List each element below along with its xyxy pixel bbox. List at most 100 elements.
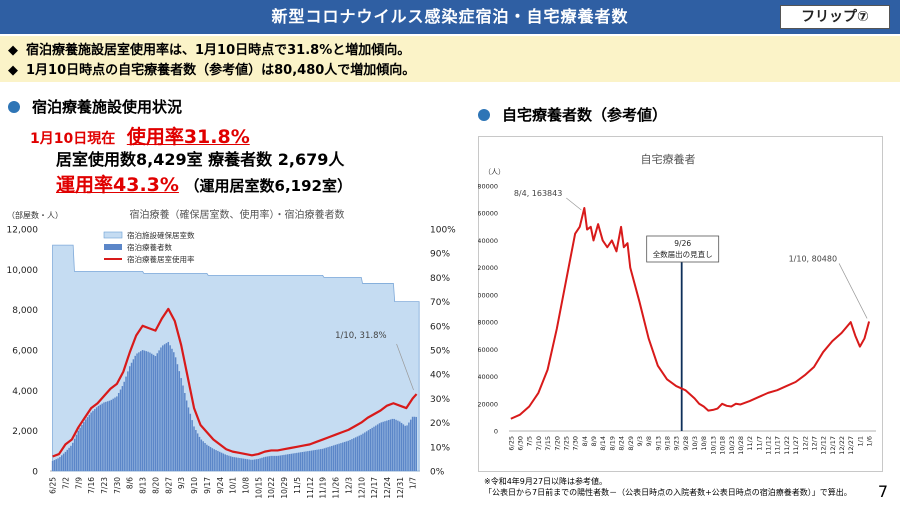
patient-bar	[105, 401, 107, 471]
patient-bar	[178, 371, 181, 471]
patient-bar	[211, 448, 214, 471]
patient-bar	[128, 366, 131, 471]
x-tick-label: 10/18	[719, 436, 727, 455]
operation-note: （運用居室数6,192室）	[184, 177, 352, 195]
home-treatment-chart: 自宅療養者 （人） 0 20000 40000 60000 80000 100000 120…	[478, 152, 876, 455]
patient-bar	[222, 453, 225, 471]
patient-bar	[244, 458, 247, 471]
footnote-line-1: ※令和4年9月27日以降は参考値。	[484, 477, 608, 486]
annotation-leader	[566, 197, 582, 211]
x-tick-label: 8/29	[627, 436, 635, 451]
y-axis-label: （人）	[484, 168, 505, 176]
patient-bar	[106, 401, 109, 471]
y-tick-label: 0	[494, 428, 498, 436]
patient-bar	[376, 424, 379, 471]
y2-tick-label: 50%	[430, 347, 450, 357]
x-tick-label: 8/24	[618, 436, 626, 451]
y-tick-label: 120000	[478, 264, 498, 272]
right-section-title: 自宅療養者数（参考値）	[478, 104, 667, 125]
patient-bar	[274, 455, 276, 471]
patient-bar	[195, 429, 197, 471]
patient-bar	[53, 460, 56, 471]
patient-bar	[134, 355, 136, 471]
patient-bar	[162, 345, 164, 471]
patient-bar	[290, 453, 293, 471]
patient-bar	[323, 448, 326, 471]
patient-bar	[154, 356, 157, 471]
y-tick-label: 4,000	[12, 387, 38, 397]
y-tick-label: 6,000	[12, 347, 38, 357]
x-tick-label: 8/13	[139, 477, 148, 494]
x-tick-label: 12/2	[801, 436, 809, 451]
home-treatment-chart-frame	[478, 136, 883, 472]
patient-bar	[338, 443, 340, 471]
patient-bar	[68, 447, 70, 471]
x-tick-label: 11/17	[774, 436, 782, 455]
patient-bar	[266, 456, 269, 471]
y2-tick-label: 40%	[430, 371, 450, 381]
x-tick-label: 12/12	[820, 436, 828, 455]
patient-bar	[259, 458, 261, 471]
patient-bar	[152, 354, 155, 471]
annotation-leader	[396, 343, 414, 391]
patient-bar	[292, 453, 294, 471]
usage-rate-line	[52, 307, 418, 458]
patient-bar	[340, 443, 342, 471]
patient-bar	[141, 350, 144, 471]
patient-bar	[395, 419, 397, 471]
patient-bar	[81, 424, 83, 471]
patient-bar	[327, 447, 329, 471]
y2-tick-label: 80%	[430, 274, 450, 284]
section-title-text: 宿泊療養施設使用状況	[32, 98, 183, 116]
x-tick-label: 10/8	[700, 436, 708, 451]
x-tick-label: 7/9	[74, 477, 83, 489]
page-title: 新型コロナウイルス感染症宿泊・自宅療養者数	[271, 7, 629, 26]
patient-bar	[387, 420, 390, 471]
bullet-text: 1月10日時点の自宅療養者数（参考値）は80,480人で増加傾向。	[26, 63, 416, 78]
y-tick-label: 40000	[478, 373, 498, 381]
patient-bar	[209, 447, 212, 471]
patient-bar	[380, 422, 383, 471]
y2-tick-label: 70%	[430, 298, 450, 308]
patient-bar	[138, 352, 140, 471]
patient-bar	[354, 437, 357, 471]
patient-bar	[402, 424, 405, 471]
x-tick-label: 8/9	[590, 436, 598, 446]
patient-bar	[59, 457, 61, 471]
patient-bar	[373, 426, 375, 471]
x-tick-label: 7/16	[87, 477, 96, 494]
patient-bar	[180, 378, 182, 471]
patient-bar	[283, 454, 285, 471]
patient-bar	[116, 396, 118, 471]
chart-title: 自宅療養者	[641, 152, 696, 166]
patient-bar	[174, 357, 177, 471]
x-tick-label: 8/6	[126, 477, 135, 489]
patient-bar	[72, 442, 74, 471]
bullet-dot-icon	[8, 101, 20, 113]
page-number: 7	[877, 482, 888, 501]
y-tick-label: 180000	[478, 183, 498, 191]
patient-bar	[369, 429, 372, 471]
y-tick-label: 160000	[478, 210, 498, 218]
patient-bar	[182, 385, 184, 471]
x-tick-label: 12/31	[396, 477, 405, 499]
x-tick-label: 9/13	[654, 436, 662, 451]
patient-bar	[193, 426, 195, 471]
x-tick-label: 12/17	[829, 436, 837, 455]
patient-bar	[149, 352, 151, 471]
patient-bar	[362, 433, 364, 471]
patient-bar	[95, 407, 98, 471]
annotation-leader	[838, 263, 868, 319]
operation-rate: 運用率43.3%	[56, 174, 179, 196]
y-tick-label: 60000	[478, 346, 498, 354]
patient-bar	[301, 452, 304, 471]
patient-bar	[310, 450, 313, 471]
patient-bar	[246, 459, 248, 471]
x-tick-label: 7/15	[544, 436, 552, 451]
patient-bar	[206, 444, 208, 471]
patient-bar	[365, 431, 368, 471]
patient-bar	[117, 392, 120, 471]
patient-bar	[77, 430, 80, 471]
x-tick-label: 1/1	[856, 436, 864, 446]
patient-bar	[176, 364, 179, 471]
